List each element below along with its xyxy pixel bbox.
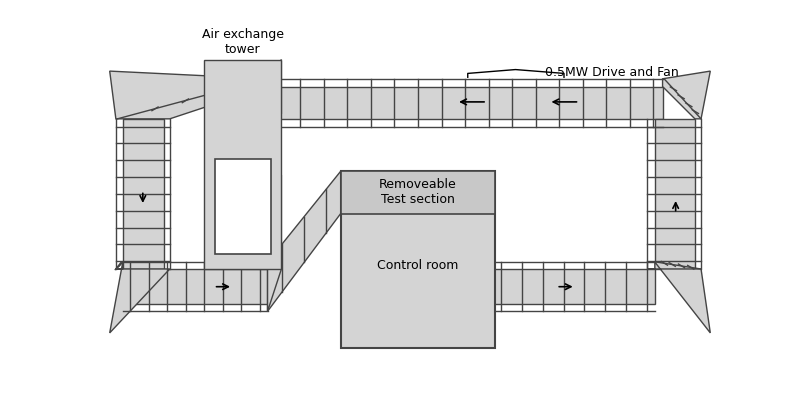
Bar xyxy=(341,171,494,214)
Bar xyxy=(655,119,695,269)
Text: Removeable
Test section: Removeable Test section xyxy=(379,178,457,206)
Polygon shape xyxy=(647,262,710,333)
Bar xyxy=(205,60,282,269)
Polygon shape xyxy=(110,71,267,119)
Polygon shape xyxy=(110,262,170,333)
Bar xyxy=(341,171,494,348)
Bar xyxy=(267,86,662,119)
Polygon shape xyxy=(493,171,494,311)
Polygon shape xyxy=(267,60,282,119)
Polygon shape xyxy=(267,175,282,311)
Text: Air exchange
tower: Air exchange tower xyxy=(202,28,284,56)
Polygon shape xyxy=(662,71,710,119)
Polygon shape xyxy=(267,171,341,311)
Bar xyxy=(122,269,267,304)
Text: 0.5MW Drive and Fan: 0.5MW Drive and Fan xyxy=(545,66,678,79)
Bar xyxy=(215,159,270,254)
Text: Control room: Control room xyxy=(377,259,458,272)
Bar xyxy=(493,269,655,304)
Bar xyxy=(122,119,163,269)
